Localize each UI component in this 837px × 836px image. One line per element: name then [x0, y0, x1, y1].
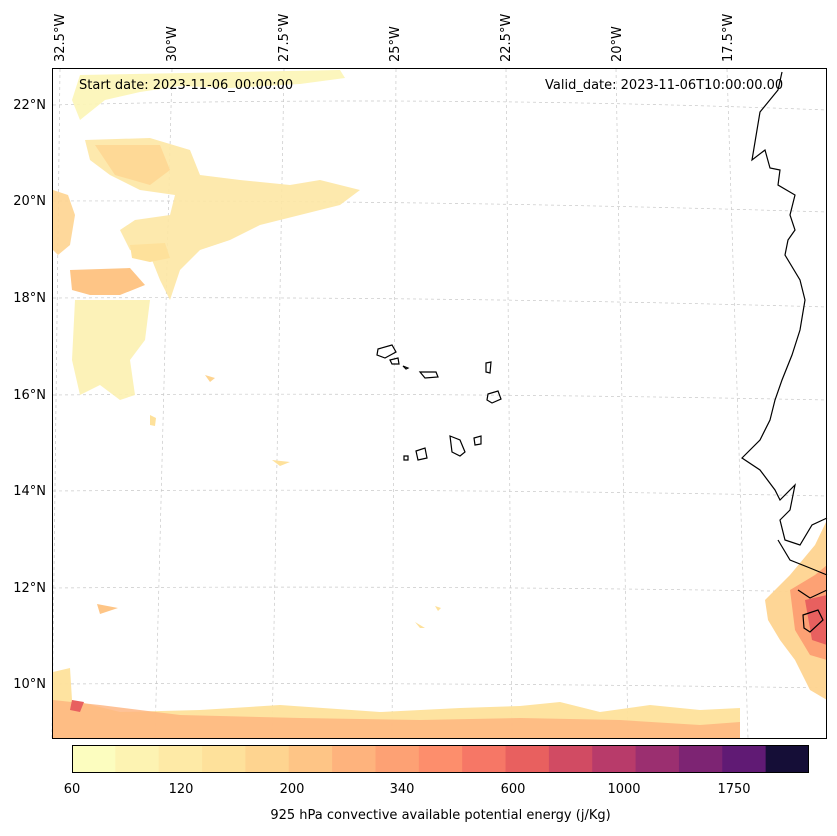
lat-tick-label: 16°N: [13, 388, 46, 403]
colorbar-swatch: [722, 745, 767, 773]
colorbar-title: 925 hPa convective available potential e…: [270, 808, 611, 823]
colorbar-swatch: [462, 745, 507, 773]
lat-tick-label: 12°N: [13, 581, 46, 596]
lat-tick-label: 22°N: [13, 98, 46, 113]
colorbar-swatch: [115, 745, 160, 773]
colorbar-swatch: [72, 745, 116, 773]
lat-tick-label: 18°N: [13, 291, 46, 306]
start-date-label: Start date: 2023-11-06_00:00:00: [79, 78, 294, 93]
colorbar-swatch: [418, 745, 463, 773]
colorbar-tick-label: 340: [389, 782, 415, 797]
gridlines: [51, 68, 828, 739]
lon-tick-label: 25°W: [388, 26, 403, 62]
colorbar-tick-label: 1750: [717, 782, 751, 797]
lon-tick-label: 22.5°W: [499, 13, 514, 62]
lon-tick-label: 20°W: [610, 26, 625, 62]
valid-date-label: Valid_date: 2023-11-06T10:00:00.00: [545, 78, 784, 93]
colorbar: [72, 745, 809, 773]
colorbar-swatch: [245, 745, 290, 773]
colorbar-swatch: [158, 745, 203, 773]
colorbar-swatch: [202, 745, 246, 773]
lon-tick-label: 27.5°W: [277, 13, 292, 62]
colorbar-swatch: [678, 745, 723, 773]
lon-tick-label: 32.5°W: [53, 13, 68, 62]
colorbar-swatch: [505, 745, 550, 773]
lat-tick-label: 20°N: [13, 194, 46, 209]
map-frame: [52, 68, 827, 739]
colorbar-tick-label: 1000: [607, 782, 641, 797]
colorbar-swatch: [332, 745, 376, 773]
colorbar-swatch: [635, 745, 680, 773]
colorbar-swatch: [288, 745, 333, 773]
lon-tick-label: 30°W: [165, 26, 180, 62]
colorbar-border: [72, 745, 809, 773]
lat-tick-label: 10°N: [13, 677, 46, 692]
coastlines: [376, 71, 828, 633]
cape-field: [53, 70, 827, 738]
colorbar-tick-label: 600: [500, 782, 526, 797]
lat-tick-label: 14°N: [13, 484, 46, 499]
colorbar-swatch: [592, 745, 637, 773]
colorbar-swatch: [375, 745, 420, 773]
colorbar-swatch: [765, 745, 809, 773]
colorbar-tick-label: 200: [279, 782, 305, 797]
lon-tick-label: 17.5°W: [721, 13, 736, 62]
colorbar-swatch: [548, 745, 593, 773]
colorbar-tick-label: 60: [63, 782, 81, 797]
colorbar-tick-label: 120: [168, 782, 194, 797]
